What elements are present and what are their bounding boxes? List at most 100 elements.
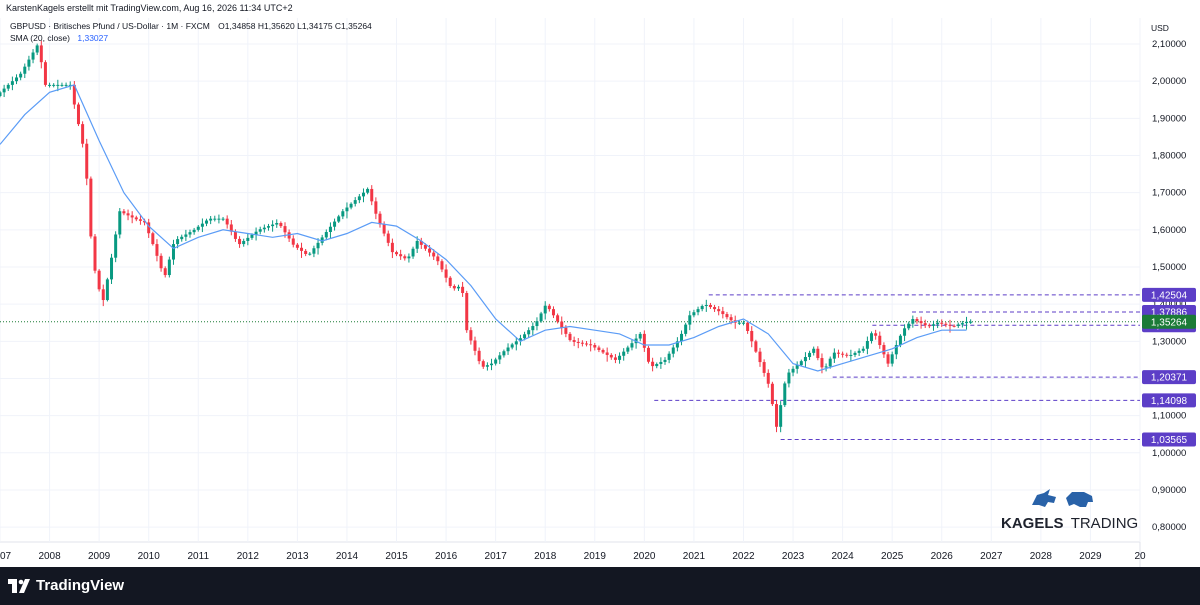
candle-body: [122, 211, 126, 214]
x-tick-label: 2008: [38, 551, 61, 562]
legend-sma: SMA (20, close) 1,33027: [10, 33, 108, 43]
candle-body: [316, 242, 320, 249]
price-chart[interactable]: 0,800000,900001,000001,100001,200001,300…: [0, 18, 1200, 567]
y-tick-label: 1,50000: [1152, 262, 1186, 273]
x-axis: 2007 2008 2009 2010 2011 2012 2013 2014 2015 2016…: [0, 551, 1146, 562]
candle-body: [609, 354, 613, 358]
plot-area[interactable]: [0, 18, 1140, 567]
candle-body: [390, 242, 394, 253]
candle-body: [324, 231, 328, 238]
x-tick-label: 2023: [782, 551, 805, 562]
candle-body: [333, 221, 337, 227]
candle-body: [328, 226, 332, 232]
y-tick-label: 1,70000: [1152, 188, 1186, 199]
candle-body: [510, 344, 514, 348]
level-label-box: [1142, 432, 1196, 447]
candle-body: [19, 73, 23, 78]
candle-body: [56, 84, 60, 86]
candle-body: [213, 218, 217, 220]
candle-body: [527, 330, 531, 335]
candle-body: [551, 309, 555, 316]
x-tick-label: 2027: [980, 551, 1003, 562]
candle-body: [110, 257, 114, 280]
candle-body: [85, 143, 89, 179]
candle-body: [713, 307, 717, 310]
candle-body: [15, 77, 19, 82]
attribution-bar: KarstenKagels erstellt mit TradingView.c…: [0, 0, 1200, 19]
candle-body: [870, 333, 874, 342]
candle-body: [440, 261, 444, 270]
x-tick-label: 2020: [633, 551, 656, 562]
candle-body: [60, 84, 64, 86]
candle-body: [547, 305, 551, 310]
candle-body: [688, 315, 692, 325]
candle-body: [601, 349, 605, 353]
candle-body: [965, 321, 969, 324]
y-tick-label: 2,00000: [1152, 76, 1186, 87]
candle-body: [791, 368, 795, 373]
candle-body: [221, 218, 225, 220]
candle-body: [192, 229, 196, 233]
candle-body: [490, 363, 494, 366]
candle-body: [469, 330, 473, 341]
candle-body: [576, 341, 580, 343]
tradingview-logo[interactable]: TradingView: [8, 577, 124, 594]
candle-body: [803, 357, 807, 362]
tradingview-icon: [8, 578, 30, 593]
candle-body: [481, 361, 485, 367]
candle-body: [969, 321, 973, 323]
candle-body: [556, 315, 560, 322]
candle-body: [283, 226, 287, 233]
candle-body: [638, 333, 642, 339]
x-tick-label: 2024: [831, 551, 854, 562]
y-tick-label: 1,80000: [1152, 151, 1186, 162]
y-tick-label: 0,80000: [1152, 522, 1186, 533]
candle-body: [849, 354, 853, 356]
candle-body: [907, 323, 911, 329]
candle-body: [886, 354, 890, 364]
level-label: 1,37886: [1151, 308, 1188, 319]
candle-body: [171, 244, 175, 260]
candle-body: [461, 286, 465, 294]
candle-body: [374, 201, 378, 214]
candle-body: [266, 226, 270, 228]
candle-body: [147, 222, 151, 234]
candle-body: [407, 256, 411, 259]
level-label: 1,14098: [1151, 396, 1188, 407]
level-label-box: [1142, 393, 1196, 408]
candle-body: [93, 236, 97, 271]
candle-body: [618, 355, 622, 360]
candle-body: [477, 350, 481, 362]
candle-body: [865, 341, 869, 349]
candle-body: [337, 216, 341, 222]
candle-body: [775, 404, 779, 427]
candle-body: [300, 247, 304, 251]
candle-body: [403, 256, 407, 259]
candle-body: [233, 231, 237, 239]
candle-body: [729, 317, 733, 321]
bear-icon: [1066, 492, 1093, 507]
legend-ohlc: O1,34858 H1,35620 L1,34175 C1,35264: [218, 21, 372, 31]
candle-body: [799, 361, 803, 366]
candle-body: [646, 347, 650, 362]
x-tick-label: 2018: [534, 551, 557, 562]
sma-line: [0, 84, 967, 372]
candle-body: [209, 218, 213, 221]
candle-body: [134, 217, 138, 220]
y-tick-label: 1,90000: [1152, 113, 1186, 124]
candle-body: [184, 234, 188, 237]
candle-body: [81, 124, 85, 144]
watermark-light: TRADING: [1071, 515, 1139, 532]
candle-body: [419, 240, 423, 245]
candle-body: [250, 234, 254, 238]
current-price-box: [1142, 314, 1196, 329]
candle-body: [217, 218, 221, 220]
candle-body: [568, 333, 572, 341]
candle-body: [130, 215, 134, 218]
candle-body: [498, 355, 502, 360]
candle-body: [308, 253, 312, 255]
candle-body: [262, 227, 266, 230]
candle-body: [741, 322, 745, 324]
candle-body: [444, 269, 448, 278]
candle-body: [770, 383, 774, 405]
